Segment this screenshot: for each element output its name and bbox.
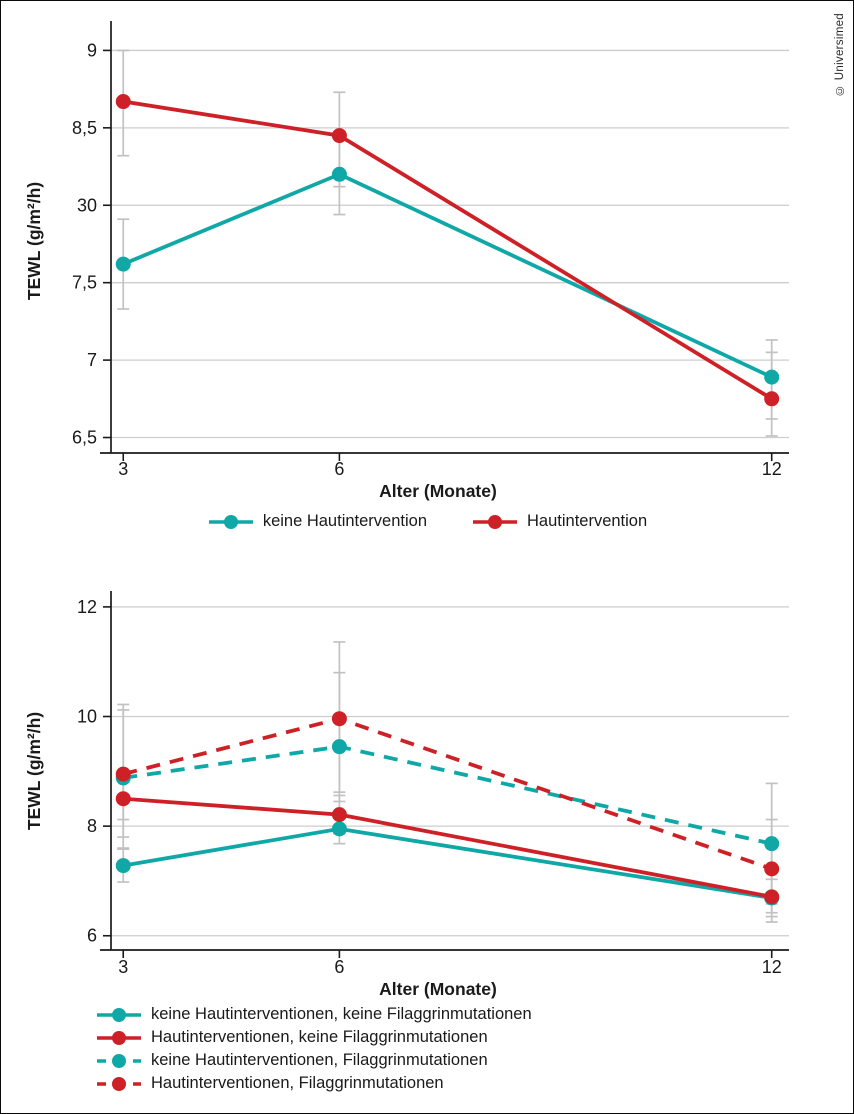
legend-label: Hautinterventionen, Filaggrinmutationen: [151, 1074, 444, 1092]
legend-label: keine Hautinterventionen, keine Filaggri…: [151, 1005, 532, 1023]
data-point: [764, 889, 780, 905]
top-chart: 9 8,5 30 7,5 7 6,5 3 6 12 Alter (Monate) TEWL (g/m…: [24, 21, 789, 501]
y-tick-label: 7: [87, 350, 97, 370]
x-axis-ticks: 3 6 12: [118, 950, 782, 977]
legend-marker-icon: [97, 1076, 141, 1091]
y-tick-label: 8,5: [72, 118, 97, 138]
x-axis-title: Alter (Monate): [379, 481, 497, 501]
data-point: [764, 861, 780, 877]
y-tick-label: 6,5: [72, 428, 97, 448]
x-tick-label: 6: [334, 957, 344, 977]
legend-item: keine Hautintervention: [208, 512, 427, 531]
data-point: [764, 391, 780, 407]
legend-item: Hautintervention: [473, 512, 647, 531]
series-markers: [115, 711, 780, 877]
gridlines: [111, 606, 789, 937]
legend-marker-icon: [97, 1007, 141, 1022]
data-point: [331, 739, 347, 755]
legend-label: Hautintervention: [527, 512, 648, 530]
data-point: [331, 711, 347, 727]
top-chart-legend: keine Hautintervention Hautintervention: [1, 512, 853, 531]
legend-marker-icon: [97, 1053, 141, 1068]
y-axis-ticks: 12 10 8 6: [77, 597, 111, 946]
x-tick-label: 12: [762, 957, 782, 977]
bottom-chart-legend: keine Hautinterventionen, keine Filaggri…: [97, 1005, 532, 1093]
legend-item: keine Hautinterventionen, keine Filaggri…: [97, 1005, 532, 1024]
y-axis-ticks: 9 8,5 30 7,5 7 6,5: [72, 40, 111, 448]
y-tick-label: 8: [87, 816, 97, 836]
y-tick-label: 10: [77, 707, 97, 727]
data-point: [115, 858, 131, 874]
y-tick-label: 7,5: [72, 273, 97, 293]
legend-item: Hautinterventionen, keine Filaggrinmutat…: [97, 1028, 532, 1047]
data-point: [115, 791, 131, 807]
series-markers: [115, 94, 780, 407]
legend-marker-icon: [473, 514, 517, 529]
y-axis-title: TEWL (g/m²/h): [24, 182, 44, 300]
legend-item: Hautinterventionen, Filaggrinmutationen: [97, 1074, 532, 1093]
data-point: [115, 256, 131, 272]
data-point: [115, 766, 131, 782]
error-bars: [117, 49, 778, 437]
x-axis-ticks: 3 6 12: [118, 453, 782, 479]
series-line: [122, 744, 773, 846]
legend-label: keine Hautinterventionen, Filaggrinmutat…: [151, 1051, 488, 1069]
y-tick-label: 12: [77, 597, 97, 617]
data-point: [331, 166, 347, 182]
legend-label: keine Hautintervention: [262, 512, 427, 530]
legend-marker-icon: [208, 514, 253, 529]
legend-marker-icon: [97, 1030, 141, 1045]
data-point: [331, 807, 347, 823]
x-axis-title: Alter (Monate): [379, 979, 497, 999]
x-tick-label: 6: [334, 459, 344, 479]
legend-label: Hautinterventionen, keine Filaggrinmutat…: [151, 1028, 488, 1046]
gridlines: [111, 49, 789, 439]
y-tick-label: 9: [87, 40, 97, 60]
series-markers: [115, 166, 780, 385]
data-point: [331, 128, 347, 144]
data-point: [331, 821, 347, 837]
x-tick-label: 12: [762, 459, 782, 479]
x-tick-label: 3: [118, 957, 128, 977]
series-line: [122, 99, 773, 401]
y-tick-label: 6: [87, 926, 97, 946]
x-tick-label: 3: [118, 459, 128, 479]
data-point: [764, 369, 780, 385]
y-axis-title: TEWL (g/m²/h): [24, 712, 44, 830]
y-tick-label: 30: [77, 195, 97, 215]
bottom-chart: 12 10 8 6 3 6 12 Alter (Monate) TEWL (g/m²/h): [24, 591, 789, 999]
data-point: [115, 94, 131, 110]
data-point: [764, 836, 780, 852]
legend-item: keine Hautinterventionen, Filaggrinmutat…: [97, 1051, 532, 1070]
series-markers: [115, 791, 780, 905]
series-line: [122, 826, 773, 900]
